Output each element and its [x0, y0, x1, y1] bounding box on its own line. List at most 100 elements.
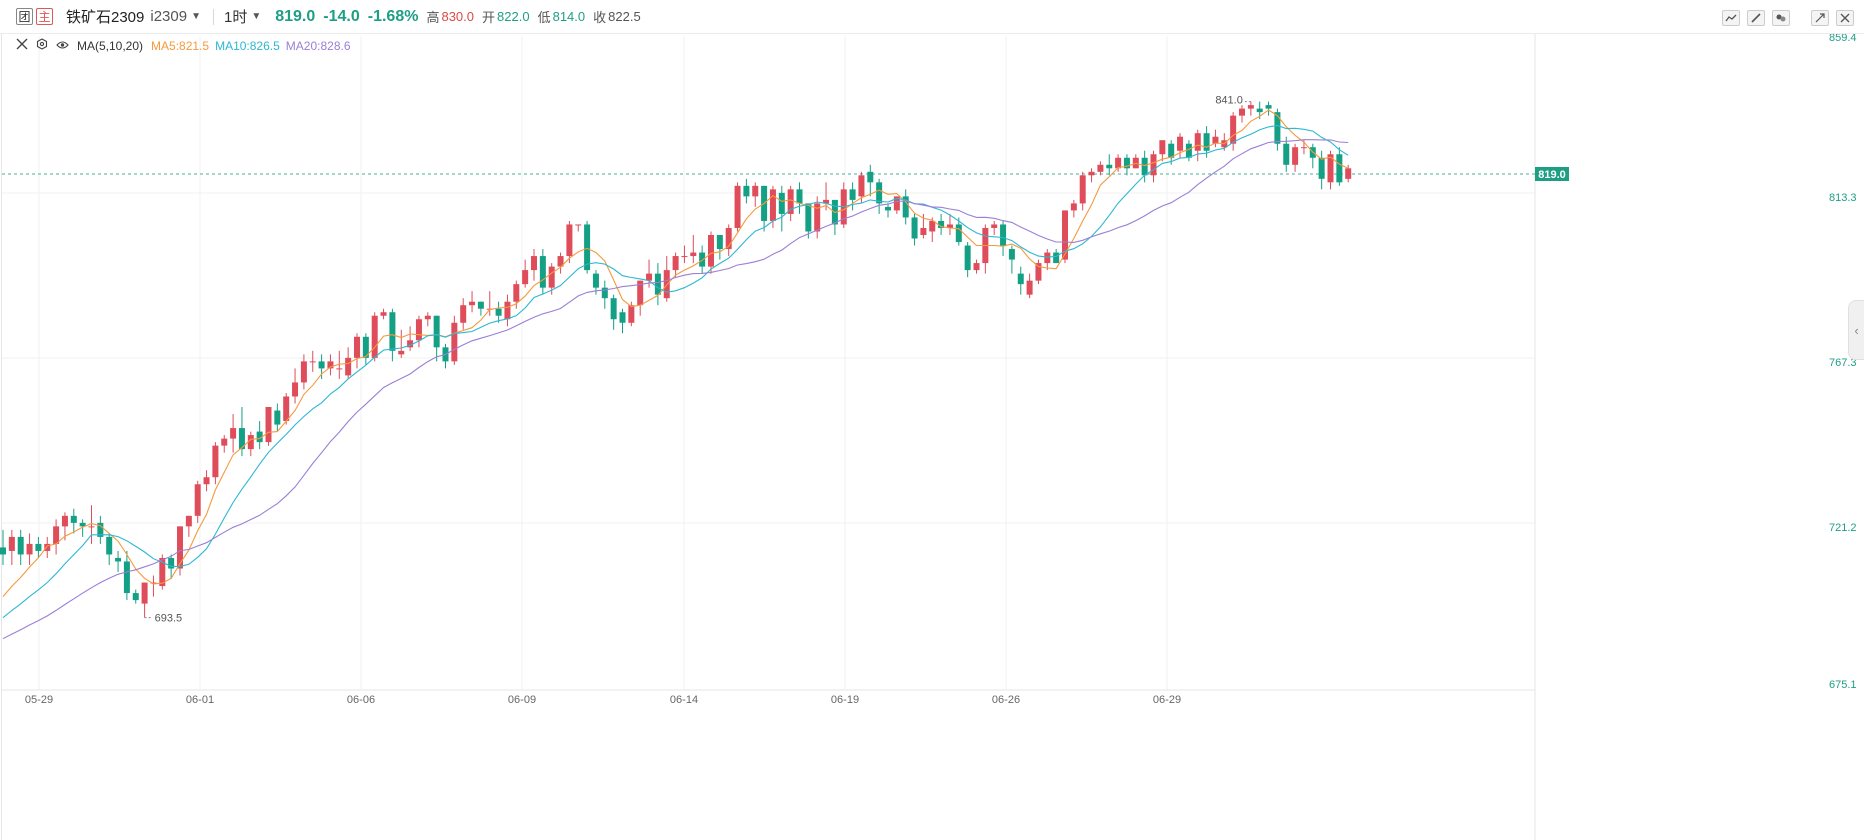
- chart-toolbar: [1722, 10, 1854, 26]
- main-contract-badge: 主: [36, 8, 53, 25]
- candle-body: [1123, 157, 1130, 169]
- candle-body: [858, 175, 865, 197]
- candle: [203, 470, 210, 492]
- close-label: 收: [593, 10, 607, 25]
- candle-body: [477, 301, 484, 309]
- candle-body: [1150, 154, 1157, 176]
- candle-body: [548, 266, 555, 288]
- candle: [1309, 143, 1316, 169]
- candle: [141, 582, 148, 618]
- candle-body: [177, 526, 183, 569]
- indicator-settings-icon[interactable]: [1772, 10, 1790, 26]
- candle: [292, 368, 299, 404]
- price-change: -14.0: [323, 7, 360, 25]
- candle: [752, 182, 759, 207]
- candle: [840, 182, 847, 228]
- indicator-name[interactable]: MA(5,10,20): [77, 38, 144, 53]
- candle: [1115, 154, 1122, 172]
- candle: [1008, 245, 1015, 274]
- candle: [327, 354, 334, 376]
- last-price: 819.0: [275, 7, 316, 25]
- candle-body: [964, 245, 971, 271]
- candle: [973, 259, 980, 274]
- symbol-dropdown-icon[interactable]: ▼: [191, 11, 201, 22]
- close-value: 822.5: [608, 9, 641, 24]
- candle-body: [637, 280, 644, 306]
- candle-body: [309, 361, 316, 363]
- candle-body: [752, 185, 759, 197]
- candle: [1097, 161, 1104, 176]
- x-axis-label: 05-29: [25, 694, 53, 706]
- line-chart-icon[interactable]: [1722, 10, 1740, 26]
- candle-body: [920, 227, 927, 235]
- candle: [911, 213, 918, 246]
- candle-body: [743, 185, 750, 197]
- candle: [991, 220, 998, 235]
- candle-body: [123, 561, 130, 594]
- collapse-panel-handle[interactable]: ‹: [1848, 300, 1864, 360]
- settings-icon[interactable]: [36, 38, 48, 53]
- fullscreen-icon[interactable]: [1811, 10, 1829, 26]
- candle: [761, 185, 768, 232]
- candle: [1168, 140, 1175, 165]
- candle: [1230, 112, 1237, 151]
- candle-body: [1062, 210, 1068, 260]
- candle-body: [194, 484, 201, 516]
- candle-body: [646, 273, 653, 281]
- candle-body: [327, 361, 334, 369]
- candle-body: [256, 431, 263, 443]
- candle: [1106, 154, 1113, 176]
- draw-pen-icon[interactable]: [1747, 10, 1765, 26]
- candle-body: [849, 189, 856, 200]
- period-selector[interactable]: 1时: [223, 9, 248, 26]
- candle-body: [88, 526, 95, 528]
- candle-body: [973, 263, 980, 271]
- candle-body: [823, 199, 830, 204]
- visibility-eye-icon[interactable]: [56, 38, 69, 53]
- x-axis-label: 06-09: [508, 694, 536, 706]
- ma20-line: [2, 139, 1349, 640]
- candle-body: [1141, 157, 1148, 176]
- symbol-name[interactable]: 铁矿石2309: [66, 9, 145, 26]
- candle: [256, 421, 263, 450]
- candle-body: [495, 308, 502, 316]
- candle-body: [867, 171, 874, 183]
- candle: [1292, 143, 1299, 172]
- axis-labels: 859.4 813.3 767.3 721.2 675.1 05-29 06-01 06-06…: [25, 32, 1857, 706]
- period-dropdown-icon[interactable]: ▼: [251, 11, 262, 22]
- candle: [424, 312, 431, 327]
- chevron-left-icon[interactable]: ‹: [1854, 322, 1859, 338]
- candle: [610, 294, 617, 330]
- candle: [106, 533, 113, 565]
- candle-body: [1168, 143, 1175, 158]
- candle: [123, 550, 130, 601]
- candle: [247, 431, 254, 457]
- candle: [681, 245, 688, 264]
- candle-body: [8, 536, 15, 551]
- candle: [982, 224, 989, 274]
- candle-body: [132, 593, 139, 601]
- candle: [690, 234, 697, 264]
- candle-body: [407, 340, 414, 348]
- candle: [451, 315, 458, 365]
- candle: [796, 182, 803, 214]
- candle-body: [274, 410, 281, 425]
- candle-body: [203, 477, 210, 485]
- candle-body: [584, 224, 591, 271]
- candle-body: [946, 224, 953, 228]
- candle-body: [354, 336, 360, 358]
- chart-header: 团 主 铁矿石2309 i2309 ▼ 1时 ▼ 819.0 -14.0 -1.…: [0, 0, 1864, 34]
- candle: [725, 224, 732, 257]
- team-badge[interactable]: 团: [16, 8, 33, 25]
- candle-body: [345, 357, 352, 376]
- candle: [1017, 266, 1024, 295]
- close-indicator-icon[interactable]: [16, 38, 28, 53]
- candle-body: [955, 224, 962, 243]
- candle-body: [469, 301, 476, 306]
- symbol-code[interactable]: i2309: [150, 8, 188, 25]
- candle: [8, 529, 15, 565]
- candle: [442, 343, 449, 369]
- candle: [849, 182, 856, 211]
- close-chart-icon[interactable]: [1836, 10, 1854, 26]
